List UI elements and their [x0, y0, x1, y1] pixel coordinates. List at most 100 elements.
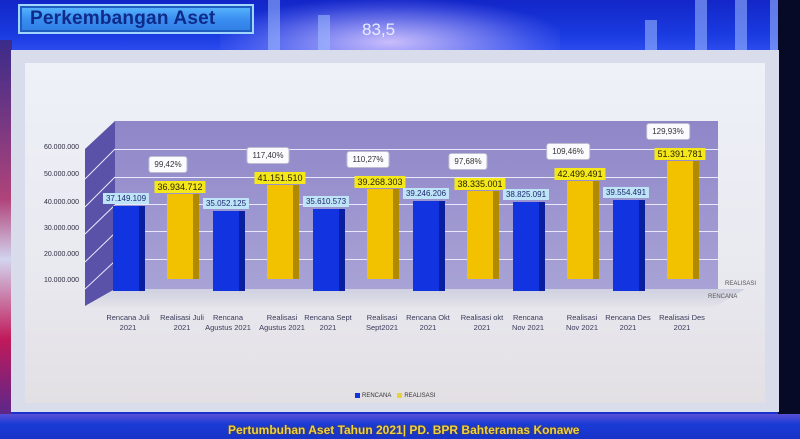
bar-side — [539, 202, 545, 291]
footer-bar — [0, 414, 800, 439]
x-axis-label-line2: Nov 2021 — [565, 323, 599, 332]
bar-face — [667, 161, 693, 279]
bar-realisasi — [567, 181, 599, 279]
bar-face — [213, 211, 239, 291]
x-axis-label-line1: Realisasi — [366, 313, 398, 322]
legend-label-realisasi: REALISASI — [404, 393, 436, 400]
x-axis-label: Rencana Okt 2021 — [395, 313, 461, 333]
legend-swatch-realisasi — [397, 393, 403, 398]
chart-floor — [85, 289, 745, 307]
achievement-percent-callout: 109,46% — [546, 143, 590, 160]
x-axis-label: Realisasi Sept2021 — [349, 313, 415, 333]
screen-bezel — [778, 0, 800, 439]
bar-side — [693, 161, 699, 279]
achievement-percent-callout: 110,27% — [346, 151, 390, 168]
data-label-realisasi: 42.499.491 — [554, 168, 606, 180]
x-axis-label-line1: Rencana — [512, 313, 544, 322]
x-axis-label-line1: Rencana Okt — [406, 313, 450, 322]
x-axis-label-line2: 2021 — [419, 323, 437, 332]
bar-side — [393, 189, 399, 279]
left-decor-strip — [0, 40, 12, 439]
data-label-realisasi: 51.391.781 — [654, 148, 706, 160]
x-axis-label-line1: Realisasi — [266, 313, 298, 322]
x-axis-label: Rencana Agustus 2021 — [195, 313, 261, 333]
bar-side — [639, 200, 645, 291]
bar-face — [313, 209, 339, 291]
x-axis-label-line1: Realisasi Des — [659, 313, 705, 322]
x-axis-label-line1: Rencana Sept — [304, 313, 352, 322]
data-label-rencana: 35.052.125 — [202, 198, 250, 209]
x-axis-label: Realisasi Des 2021 — [649, 313, 715, 333]
data-label-realisasi: 39.268.303 — [354, 176, 406, 188]
data-label-rencana: 39.246.206 — [402, 188, 450, 199]
chart-panel: 60.000.000 50.000.000 40.000.000 30.000.… — [11, 50, 779, 412]
data-label-rencana: 35.610.573 — [302, 196, 350, 207]
x-axis-label-line2: Nov 2021 — [511, 323, 545, 332]
x-axis-label: Realisasi Juli 2021 — [149, 313, 215, 333]
bar-realisasi — [367, 189, 399, 279]
legend-item-rencana: RENCANA — [355, 393, 391, 399]
x-axis-label-line2: 2021 — [119, 323, 137, 332]
y-tick: 20.000.000 — [43, 251, 79, 258]
bar-face — [513, 202, 539, 291]
bar-side — [439, 201, 445, 291]
depth-axis-label-realisasi: REALISASI — [725, 281, 757, 287]
data-label-rencana: 37.149.109 — [102, 193, 150, 204]
x-axis-label-line1: Realisasi okt — [460, 313, 504, 322]
y-tick: 30.000.000 — [43, 225, 79, 232]
x-axis-label-line2: 2021 — [673, 323, 691, 332]
legend-label-rencana: RENCANA — [362, 393, 392, 400]
bar-rencana — [413, 201, 445, 291]
achievement-percent-callout: 117,40% — [246, 147, 290, 164]
background-bar-decor — [268, 0, 280, 55]
achievement-percent-callout: 97,68% — [448, 153, 488, 170]
y-tick: 50.000.000 — [43, 171, 79, 178]
x-axis-label-line2: 2021 — [619, 323, 637, 332]
x-axis-label-line1: Rencana Juli — [106, 313, 150, 322]
legend-item-realisasi: REALISASI — [397, 393, 435, 399]
bar-face — [413, 201, 439, 291]
bar-rencana — [613, 200, 645, 291]
x-axis-label-line2: Agustus 2021 — [259, 323, 305, 332]
x-axis-label: Rencana Juli 2021 — [95, 313, 161, 333]
bar-face — [367, 189, 393, 279]
bar-realisasi — [167, 194, 199, 279]
x-axis-label: Rencana Des 2021 — [595, 313, 661, 333]
bar-side — [493, 191, 499, 279]
bar-face — [267, 185, 293, 279]
achievement-percent-callout: 129,93% — [646, 123, 690, 140]
x-axis-label-line2: 2021 — [473, 323, 491, 332]
y-tick: 10.000.000 — [43, 277, 79, 284]
bar-side — [139, 206, 145, 291]
x-axis-label: Realisasi Nov 2021 — [549, 313, 615, 333]
background-bar-decor — [735, 0, 747, 55]
x-axis-label-line2: 2021 — [319, 323, 337, 332]
x-axis-label-line1: Rencana — [212, 313, 244, 322]
bar-face — [567, 181, 593, 279]
gridline — [115, 177, 718, 178]
bar-side — [239, 211, 245, 291]
data-label-realisasi: 38.335.001 — [454, 178, 506, 190]
x-axis-label-line2: Agustus 2021 — [205, 323, 251, 332]
x-axis-label: Rencana Sept 2021 — [295, 313, 361, 333]
background-bar-decor — [695, 0, 707, 55]
y-tick: 40.000.000 — [43, 199, 79, 206]
x-axis-label-line1: Realisasi — [566, 313, 598, 322]
bar-face — [613, 200, 639, 291]
bar-realisasi — [667, 161, 699, 279]
plot-area: 60.000.000 50.000.000 40.000.000 30.000.… — [25, 63, 765, 403]
data-label-rencana: 38.825.091 — [502, 189, 550, 200]
chart-area: 60.000.000 50.000.000 40.000.000 30.000.… — [25, 63, 765, 403]
data-label-realisasi: 41.151.510 — [254, 172, 306, 184]
footer-title: Pertumbuhan Aset Tahun 2021| PD. BPR Bah… — [228, 423, 580, 437]
bar-side — [193, 194, 199, 279]
bar-side — [293, 185, 299, 279]
x-axis-label-line2: 2021 — [173, 323, 191, 332]
y-tick: 60.000.000 — [43, 144, 79, 151]
chart-side-wall — [85, 121, 116, 306]
x-axis-label-line2: Sept2021 — [365, 323, 399, 332]
background-bar-decor — [318, 15, 330, 55]
bar-realisasi — [267, 185, 299, 279]
bar-rencana — [113, 206, 145, 291]
data-label-rencana: 39.554.491 — [602, 187, 650, 198]
